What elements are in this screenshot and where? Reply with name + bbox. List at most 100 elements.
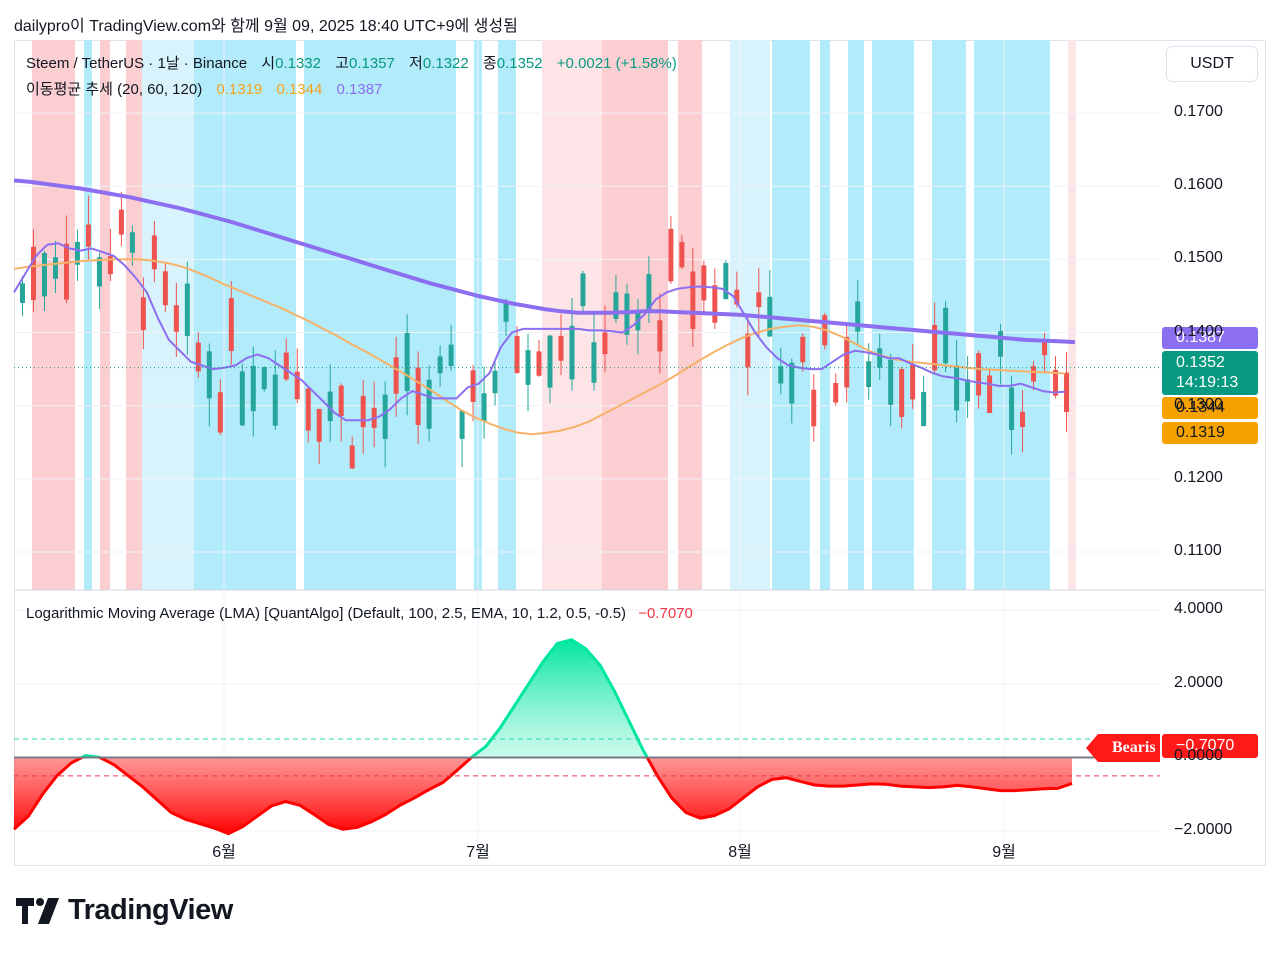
- chart-caption: dailypro이 TradingView.com와 함께 9월 09, 202…: [14, 18, 518, 35]
- candle-body: [503, 303, 509, 322]
- candle-body: [261, 367, 267, 390]
- candle-body: [932, 324, 938, 371]
- lma-positive-area: [14, 639, 1072, 758]
- tradingview-logo[interactable]: TradingView: [16, 894, 233, 927]
- last-price-value: 0.1352: [1176, 354, 1225, 371]
- close-value: 0.1352: [496, 55, 543, 72]
- candle-body: [690, 271, 696, 329]
- candle-body: [987, 375, 993, 413]
- lma-axis-tick: 4.0000: [1174, 600, 1223, 618]
- candle-body: [701, 265, 707, 301]
- candle-body: [41, 252, 47, 297]
- candle-body: [1064, 372, 1070, 412]
- candle-body: [646, 274, 652, 312]
- trend-band: [872, 40, 914, 590]
- candle-body: [338, 385, 344, 416]
- candle-body: [734, 289, 740, 305]
- candle-body: [1042, 339, 1048, 356]
- trend-band: [678, 40, 702, 590]
- lma-line-negative: [12, 757, 1073, 836]
- ma20-value: 0.1319: [216, 81, 263, 98]
- candle-body: [965, 379, 971, 402]
- candle-body: [448, 344, 454, 367]
- candle-body: [129, 232, 135, 253]
- candle-body: [404, 332, 410, 392]
- lma-legend[interactable]: Logarithmic Moving Average (LMA) [QuantA…: [26, 605, 697, 622]
- ma120-line: [13, 178, 1076, 345]
- candle-body: [866, 361, 872, 388]
- lma-axis-tick: 0.0000: [1174, 747, 1223, 765]
- candle-body: [591, 342, 597, 383]
- candle-body: [272, 374, 278, 426]
- candle-body: [657, 320, 663, 352]
- ma120-price-tag: 0.1387: [1162, 327, 1258, 349]
- candle-body: [1020, 411, 1026, 427]
- price-axis-tick: 0.1200: [1174, 468, 1223, 486]
- candle-body: [789, 362, 795, 404]
- candle-body: [877, 348, 883, 368]
- candle-body: [580, 273, 586, 307]
- symbol-legend[interactable]: Steem / TetherUS · 1날 · Binance 시0.1332 …: [26, 52, 681, 73]
- lma-value-tag: −0.7070: [1162, 734, 1258, 758]
- candle-body: [1009, 387, 1015, 430]
- candle-body: [283, 352, 289, 380]
- candle-body: [52, 257, 58, 279]
- trend-band: [304, 40, 456, 590]
- candle-body: [30, 246, 36, 301]
- candle-body: [195, 342, 201, 372]
- candle-body: [679, 241, 685, 268]
- lma-legend-value: −0.7070: [638, 605, 693, 622]
- tradingview-logo-icon: [16, 897, 59, 924]
- moving-average-lines: [13, 178, 1076, 436]
- low-value: 0.1322: [422, 55, 469, 72]
- candle-body: [151, 235, 157, 270]
- candle-body: [162, 271, 168, 306]
- open-label: 시: [261, 55, 276, 72]
- price-axis-tick: 0.1600: [1174, 176, 1223, 194]
- candle-body: [250, 365, 256, 412]
- candlesticks: [20, 191, 1070, 470]
- currency-button[interactable]: USDT: [1166, 46, 1258, 82]
- candle-body: [118, 209, 124, 235]
- change-value: +0.0021 (+1.58%): [556, 55, 677, 72]
- candle-body: [415, 367, 421, 425]
- lma-line-positive: [78, 638, 649, 758]
- candle-body: [360, 395, 366, 428]
- candle-body: [217, 392, 223, 433]
- candle-body: [85, 224, 91, 247]
- candle-body: [1053, 369, 1059, 396]
- time-axis-tick: 9월: [992, 844, 1016, 861]
- ma120-value: 0.1387: [336, 81, 383, 98]
- trend-background-bands: [32, 40, 1076, 590]
- close-label: 종: [482, 55, 497, 72]
- low-label: 저: [409, 55, 423, 72]
- candle-body: [382, 394, 388, 439]
- ma-legend[interactable]: 이동평균 추세 (20, 60, 120) 0.1319 0.1344 0.13…: [26, 78, 386, 99]
- candle-body: [624, 293, 630, 335]
- lma-oscillator: [12, 638, 1160, 836]
- candle-body: [800, 336, 806, 363]
- lma-axis-tick: 2.0000: [1174, 673, 1223, 691]
- candle-body: [558, 335, 564, 361]
- trend-band: [32, 40, 75, 590]
- candle-body: [525, 350, 531, 385]
- ma-legend-label: 이동평균 추세 (20, 60, 120): [26, 81, 203, 98]
- trend-band: [602, 40, 668, 590]
- candle-body: [833, 382, 839, 403]
- open-value: 0.1332: [275, 55, 321, 72]
- candle-body: [239, 371, 245, 426]
- candle-body: [613, 292, 619, 319]
- candle-body: [745, 333, 751, 368]
- lma-legend-label: Logarithmic Moving Average (LMA) [QuantA…: [26, 605, 627, 622]
- candle-body: [305, 388, 311, 431]
- trend-band: [126, 40, 142, 590]
- candle-body: [998, 331, 1004, 357]
- candle-body: [63, 243, 69, 300]
- lma-negative-area: [14, 757, 1072, 834]
- candle-body: [437, 356, 443, 374]
- high-label: 고: [335, 55, 349, 72]
- trend-band: [100, 40, 110, 590]
- time-axis-tick: 7월: [466, 844, 490, 861]
- candle-body: [96, 257, 102, 287]
